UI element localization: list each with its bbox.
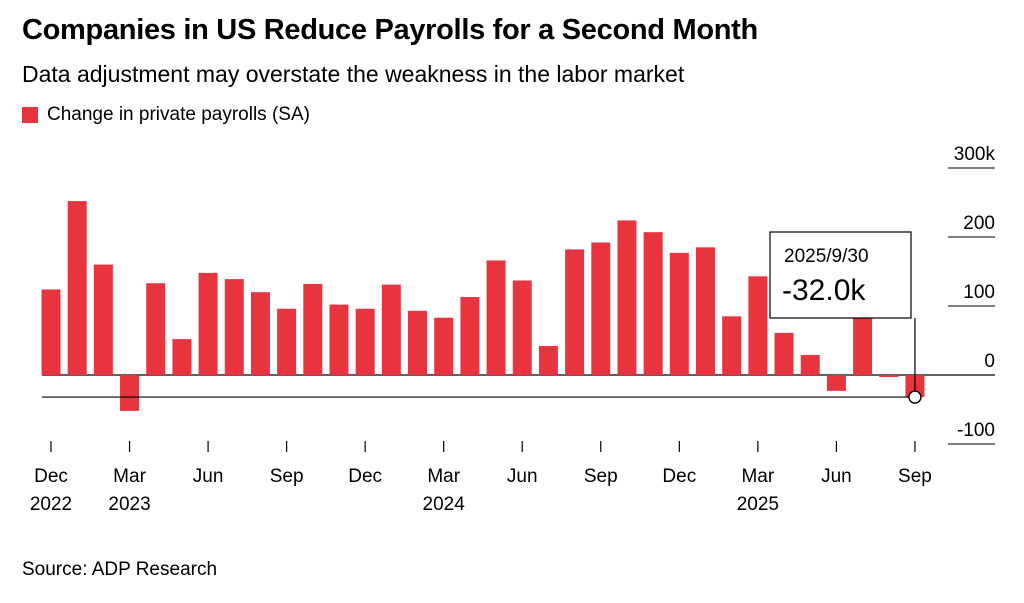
- bar-2023-05[interactable]: [172, 339, 192, 375]
- bar-2025-02[interactable]: [722, 316, 742, 375]
- bar-2025-07[interactable]: [853, 317, 873, 375]
- y-tick-label: 200: [963, 213, 995, 234]
- bars: [41, 201, 925, 411]
- bar-2024-04[interactable]: [460, 297, 480, 375]
- bar-2023-10[interactable]: [303, 283, 323, 375]
- value-tooltip: 2025/9/30 -32.0k: [769, 231, 922, 404]
- bar-2024-07[interactable]: [538, 346, 558, 375]
- bar-2025-04[interactable]: [774, 332, 794, 375]
- tooltip-date: 2025/9/30: [784, 246, 869, 267]
- x-tick-month: Jun: [193, 466, 224, 487]
- x-tick-month: Sep: [270, 466, 304, 487]
- bar-2024-02[interactable]: [408, 310, 428, 375]
- bar-2023-09[interactable]: [277, 308, 297, 375]
- source-note: Source: ADP Research: [22, 559, 218, 580]
- bar-2024-01[interactable]: [381, 284, 401, 375]
- x-tick-month: Dec: [34, 466, 68, 487]
- chart-subtitle: Data adjustment may overstate the weakne…: [22, 61, 685, 87]
- bar-2024-05[interactable]: [486, 260, 506, 375]
- bar-2023-04[interactable]: [146, 283, 166, 375]
- bar-2023-08[interactable]: [250, 292, 270, 375]
- x-tick-month: Dec: [662, 466, 696, 487]
- bar-2023-11[interactable]: [329, 304, 349, 375]
- x-tick-year: 2025: [737, 494, 779, 515]
- tooltip-value: -32.0k: [782, 274, 866, 307]
- bar-2024-08[interactable]: [565, 249, 585, 375]
- bar-2024-11[interactable]: [643, 232, 663, 375]
- y-tick-label: 100: [963, 282, 995, 303]
- bar-2024-03[interactable]: [434, 317, 454, 375]
- x-tick-year: 2022: [30, 494, 72, 515]
- y-tick-label: 0: [984, 351, 995, 372]
- bar-2025-05[interactable]: [800, 354, 820, 375]
- x-tick-month: Mar: [113, 466, 146, 487]
- x-tick-month: Mar: [741, 466, 774, 487]
- x-tick-year: 2024: [423, 494, 466, 515]
- x-tick-month: Dec: [348, 466, 382, 487]
- bar-2025-06[interactable]: [826, 375, 846, 391]
- bar-2025-03[interactable]: [748, 276, 768, 375]
- legend-label: Change in private payrolls (SA): [47, 104, 310, 125]
- x-tick-month: Sep: [584, 466, 618, 487]
- bar-2023-02[interactable]: [93, 264, 113, 375]
- tooltip-box: [769, 231, 912, 319]
- bar-2025-08[interactable]: [879, 375, 899, 378]
- bar-2024-12[interactable]: [669, 252, 689, 375]
- bar-2023-06[interactable]: [198, 272, 218, 375]
- y-tick-label: 300k: [954, 144, 996, 165]
- bar-2023-12[interactable]: [355, 308, 375, 375]
- x-axis: Dec 2022 Mar 2023 Jun Sep Dec Mar 2024 Jun Sep Dec M…: [30, 441, 932, 515]
- bar-2023-07[interactable]: [224, 279, 244, 375]
- bar-2024-06[interactable]: [512, 280, 532, 375]
- x-tick-month: Mar: [427, 466, 460, 487]
- bar-2025-01[interactable]: [696, 247, 715, 375]
- chart-title: Companies in US Reduce Payrolls for a Se…: [22, 14, 758, 46]
- legend-swatch: [22, 107, 38, 123]
- y-tick-label: -100: [957, 420, 995, 441]
- bar-2023-01[interactable]: [67, 201, 87, 375]
- x-tick-year: 2023: [108, 494, 150, 515]
- x-tick-month: Jun: [821, 466, 852, 487]
- x-tick-month: Jun: [507, 466, 538, 487]
- bar-2022-12[interactable]: [41, 289, 61, 375]
- bar-2024-09[interactable]: [591, 242, 611, 375]
- x-tick-month: Sep: [898, 466, 932, 487]
- bar-2023-03[interactable]: [120, 375, 140, 411]
- bar-2024-10[interactable]: [617, 220, 637, 375]
- legend: Change in private payrolls (SA): [22, 104, 310, 126]
- tooltip-marker: [908, 390, 922, 404]
